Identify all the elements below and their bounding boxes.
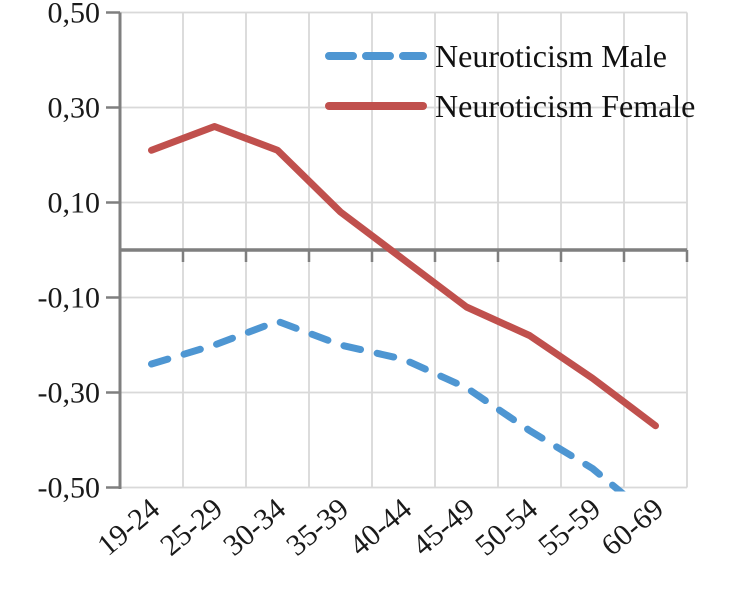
x-axis-label: 25-29 — [154, 492, 229, 562]
y-axis-label: -0,30 — [38, 377, 101, 410]
legend-item-male: Neuroticism Male — [324, 31, 695, 81]
legend-item-female: Neuroticism Female — [324, 81, 695, 131]
y-axis-label: 0,10 — [48, 187, 101, 220]
male-dashed-line-swatch — [325, 52, 427, 60]
legend-label-female: Neuroticism Female — [435, 88, 696, 124]
x-axis-label: 30-34 — [217, 492, 292, 562]
y-axis-label: -0,10 — [38, 282, 101, 315]
x-axis-label: 60-69 — [595, 492, 670, 562]
legend: Neuroticism Male Neuroticism Female — [324, 31, 695, 131]
y-axis-label: 0,30 — [48, 92, 101, 125]
x-axis-label: 55-59 — [532, 492, 607, 562]
x-axis-label: 50-54 — [469, 492, 544, 562]
x-axis-label: 35-39 — [280, 492, 355, 562]
x-axis-label: 40-44 — [343, 492, 418, 562]
male-series-line — [148, 317, 626, 492]
y-axis-label: 0,50 — [48, 0, 101, 30]
x-axis-label: 45-49 — [406, 492, 481, 562]
legend-label-male: Neuroticism Male — [435, 38, 667, 74]
x-axis-label: 19-24 — [91, 492, 166, 562]
female-solid-line-swatch — [325, 102, 427, 110]
female-series-line — [148, 123, 659, 430]
y-axis-label: -0,50 — [38, 472, 101, 505]
